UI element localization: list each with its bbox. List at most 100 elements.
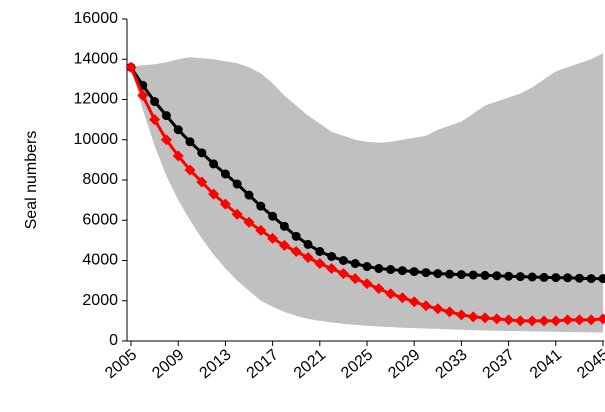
data-point	[491, 313, 503, 325]
data-point	[597, 313, 605, 325]
data-point	[397, 266, 407, 276]
data-point	[539, 272, 549, 282]
data-point	[362, 262, 372, 272]
data-point	[504, 271, 514, 281]
x-tick-label: 2021	[291, 346, 329, 382]
x-tick-label: 2013	[196, 346, 234, 382]
data-point	[232, 179, 242, 189]
data-point	[349, 273, 361, 285]
data-point	[551, 273, 561, 283]
data-point	[279, 221, 289, 231]
data-point	[420, 300, 432, 312]
data-point	[219, 198, 231, 210]
data-point	[338, 256, 348, 265]
data-point	[303, 239, 313, 249]
y-tick-label: 0	[109, 332, 118, 349]
x-tick-label: 2025	[338, 346, 376, 382]
data-point	[456, 270, 466, 280]
data-point	[455, 309, 467, 321]
data-point	[515, 272, 525, 282]
data-point	[396, 292, 408, 304]
data-point	[256, 201, 266, 211]
data-point	[150, 97, 160, 107]
data-point	[278, 239, 290, 251]
data-point	[267, 232, 279, 244]
x-tick-label: 2033	[432, 346, 470, 382]
data-point	[125, 61, 137, 73]
y-tick-label: 4000	[82, 252, 118, 269]
data-point	[197, 148, 207, 158]
data-point	[433, 269, 443, 279]
y-tick-label: 16000	[74, 10, 119, 27]
data-point	[268, 211, 278, 221]
data-point	[315, 246, 325, 256]
data-point	[208, 188, 220, 200]
data-point	[244, 190, 254, 200]
data-point	[468, 270, 478, 280]
y-tick-label: 8000	[82, 171, 118, 188]
data-point	[432, 303, 444, 315]
data-point	[361, 278, 373, 290]
data-point	[408, 296, 420, 308]
y-tick-label: 2000	[82, 292, 118, 309]
data-point	[327, 251, 337, 261]
data-point	[409, 267, 419, 277]
data-point	[220, 169, 230, 179]
data-point	[479, 312, 491, 324]
x-tick-label: 2041	[527, 346, 565, 382]
data-point	[503, 314, 515, 326]
data-point	[480, 270, 490, 280]
data-point	[514, 315, 526, 327]
data-point	[314, 258, 326, 270]
y-tick-label: 6000	[82, 211, 118, 228]
data-point	[527, 272, 537, 282]
data-point	[550, 315, 562, 327]
y-tick-label: 14000	[74, 50, 119, 67]
y-tick-label: 10000	[74, 131, 119, 148]
data-point	[563, 273, 573, 283]
data-point	[255, 224, 267, 236]
data-point	[538, 315, 550, 327]
data-point	[290, 245, 302, 257]
data-point	[526, 315, 538, 327]
data-point	[231, 208, 243, 220]
data-point	[374, 264, 384, 274]
data-point	[562, 314, 574, 326]
data-point	[573, 314, 585, 326]
data-point	[185, 137, 195, 147]
x-tick-label: 2009	[149, 346, 187, 382]
data-point	[161, 111, 171, 121]
x-tick-label: 2017	[244, 346, 282, 382]
data-point	[574, 273, 584, 283]
data-point	[586, 274, 596, 284]
data-point	[196, 176, 208, 188]
y-axis-title: Seal numbers	[23, 131, 40, 230]
range-band	[131, 53, 603, 333]
data-point	[598, 274, 605, 284]
x-tick-label: 2005	[102, 346, 140, 382]
data-point	[585, 314, 597, 326]
x-tick-label: 2037	[480, 346, 518, 382]
data-point	[243, 216, 255, 228]
data-point	[350, 259, 360, 269]
data-point	[385, 288, 397, 300]
data-point	[137, 89, 149, 101]
data-point	[209, 159, 219, 169]
data-point	[445, 269, 455, 279]
data-point	[302, 251, 314, 263]
x-tick-label: 2029	[385, 346, 423, 382]
data-point	[291, 231, 301, 241]
data-point	[184, 164, 196, 176]
data-point	[373, 283, 385, 295]
data-point	[149, 114, 161, 126]
data-point	[172, 150, 184, 162]
data-point	[160, 134, 172, 146]
data-point	[173, 125, 183, 135]
y-tick-label: 12000	[74, 91, 119, 108]
data-point	[337, 268, 349, 280]
data-point	[492, 271, 502, 281]
data-point	[467, 311, 479, 323]
data-point	[421, 268, 431, 278]
data-point	[386, 265, 396, 275]
